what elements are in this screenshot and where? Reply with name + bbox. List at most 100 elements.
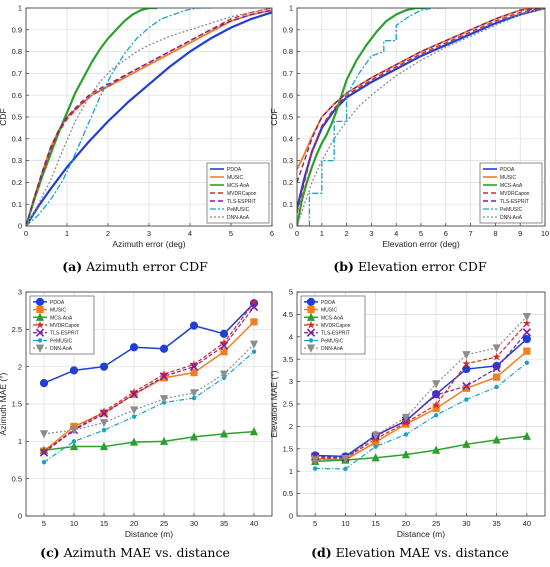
data-point — [250, 318, 258, 326]
series-group — [315, 316, 528, 470]
data-point — [131, 414, 137, 419]
legend-entry: MUSIC — [321, 308, 338, 314]
x-tick-label: 0 — [24, 229, 28, 238]
legend-entry: MCS-AoA — [50, 315, 73, 321]
legend-marker — [306, 344, 316, 353]
x-tick-label: 2 — [106, 229, 110, 238]
legend-entry: PDOA — [500, 167, 515, 173]
y-tick-label: 0.9 — [12, 25, 22, 34]
series-line-dnn-aoa — [26, 8, 272, 226]
y-tick-label: 0.6 — [12, 91, 22, 100]
x-tick-label: 25 — [432, 519, 440, 528]
x-tick-label: 7 — [469, 229, 473, 238]
plot-frame — [296, 291, 546, 517]
data-point — [371, 453, 380, 462]
x-tick-label: 5 — [229, 229, 233, 238]
legend-entry: TLS-ESPRIT — [50, 331, 79, 337]
legend-entry: TLS-ESPRIT — [500, 199, 529, 205]
y-tick-label: 1 — [18, 4, 22, 13]
y-tick-label: 1.5 — [12, 400, 22, 409]
data-point — [71, 439, 77, 444]
data-point — [219, 429, 229, 438]
y-tick-label: 0.7 — [283, 69, 293, 78]
y-tick-label: 0.3 — [283, 156, 293, 165]
y-tick-label: 0.4 — [12, 134, 22, 143]
legend-entry: MUSIC — [50, 308, 67, 314]
data-point — [249, 427, 259, 436]
legend-entry: MCS-AoA — [321, 315, 344, 321]
data-point — [462, 439, 471, 448]
x-tick-label: 40 — [250, 519, 258, 528]
data-point — [522, 318, 532, 327]
x-axis-label: Distance (m) — [125, 529, 173, 539]
y-tick-label: 0.2 — [12, 178, 22, 187]
data-point — [99, 407, 109, 416]
series-line-pdoa — [43, 302, 255, 384]
series-line-mcs-aoa — [297, 8, 426, 226]
data-point — [159, 395, 169, 404]
x-axis-label: Elevation error (deg) — [382, 239, 460, 249]
series-line-pemusic — [43, 351, 255, 463]
panel-a: 0 1 2 3 4 5 6 0 0.1 0.2 0.3 0.4 0.5 0.6 0.7 0.8 0.9 1 Azim… — [0, 4, 274, 249]
x-tick-label: 8 — [493, 229, 497, 238]
y-tick-label: 0.5 — [12, 474, 22, 483]
y-axis-label: Elevation MAE (°) — [269, 370, 279, 437]
x-tick-label: 6 — [270, 229, 274, 238]
x-tick-label: 15 — [100, 519, 108, 528]
series-line-pemusic — [297, 8, 446, 226]
series-line-pemusic — [315, 362, 528, 470]
legend-marker — [35, 344, 45, 353]
data-point — [311, 456, 320, 465]
x-tick-label: 35 — [492, 519, 500, 528]
data-point — [432, 380, 441, 389]
data-point — [524, 360, 530, 365]
legend-marker — [35, 297, 45, 306]
y-tick-label: 3 — [18, 288, 22, 297]
data-point — [189, 432, 199, 441]
x-tick-label: 1 — [320, 229, 324, 238]
data-point — [99, 362, 109, 371]
series-line-dnn-aoa — [43, 343, 255, 435]
legend-entry: MUSIC — [500, 175, 517, 181]
data-point — [432, 445, 441, 454]
data-point — [129, 387, 139, 396]
data-point — [159, 344, 169, 353]
legend-marker — [36, 305, 44, 314]
legend-marker — [306, 320, 316, 329]
data-point — [401, 450, 410, 459]
series-line-mvdrcapon — [297, 8, 545, 214]
data-point — [41, 460, 47, 465]
data-point — [312, 466, 318, 471]
series-line-mcs-aoa — [315, 435, 527, 463]
legend-entry: MVDRCapon — [227, 191, 257, 197]
data-point — [69, 426, 79, 435]
y-axis-label: CDF — [0, 108, 8, 125]
legend-marker — [35, 328, 45, 337]
x-tick-label: 5 — [419, 229, 423, 238]
data-point — [159, 372, 169, 381]
legend-entry: TLS-ESPRIT — [321, 331, 350, 337]
series-group — [297, 8, 545, 226]
data-point — [462, 364, 471, 374]
data-point — [403, 432, 409, 437]
y-tick-label: 0.6 — [283, 91, 293, 100]
data-point — [159, 369, 169, 378]
data-point — [373, 444, 378, 449]
x-tick-label: 4 — [394, 229, 398, 238]
y-tick-label: 4.5 — [283, 310, 293, 319]
x-tick-label: 30 — [462, 519, 470, 528]
x-tick-label: 0 — [295, 229, 299, 238]
series-line-mcs-aoa — [26, 8, 158, 226]
data-point — [341, 455, 350, 464]
data-point — [522, 328, 532, 337]
data-point — [219, 341, 229, 350]
x-tick-label: 10 — [70, 519, 78, 528]
data-point — [39, 447, 49, 456]
data-point — [492, 435, 501, 444]
x-tick-label: 25 — [160, 519, 168, 528]
data-point — [69, 366, 79, 375]
legend-box — [206, 162, 270, 224]
data-point — [462, 359, 471, 368]
